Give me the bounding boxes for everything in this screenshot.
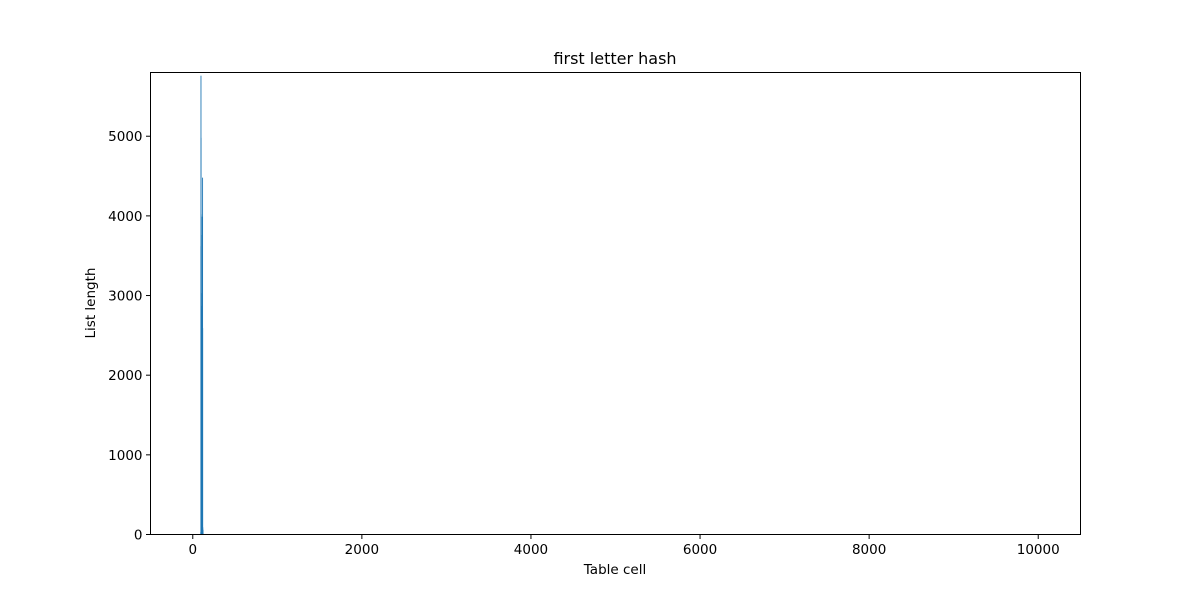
y-tick-label: 4000 [108,209,142,225]
y-axis-label: List length [83,268,99,339]
x-tick-label: 8000 [852,542,886,558]
plot-frame [150,72,1081,535]
y-tick-label: 1000 [108,448,142,464]
x-tick-label: 6000 [683,542,717,558]
bar [202,328,204,535]
x-tick-label: 10000 [1017,542,1060,558]
y-tick-label: 0 [134,528,143,544]
x-tick-label: 2000 [345,542,379,558]
ticks-layer: 0 2000 4000 6000 8000 10000 0 1000 2000 3000 4000 5… [108,129,1060,558]
bars-layer [200,75,204,535]
y-tick-label: 5000 [108,129,142,145]
y-tick-label: 3000 [108,289,142,305]
bar [202,532,204,535]
x-axis-label: Table cell [583,562,646,578]
y-tick-label: 2000 [108,368,142,384]
x-tick-label: 4000 [514,542,548,558]
x-tick-label: 0 [188,542,197,558]
bar [202,529,204,535]
chart-title: first letter hash [553,49,676,68]
